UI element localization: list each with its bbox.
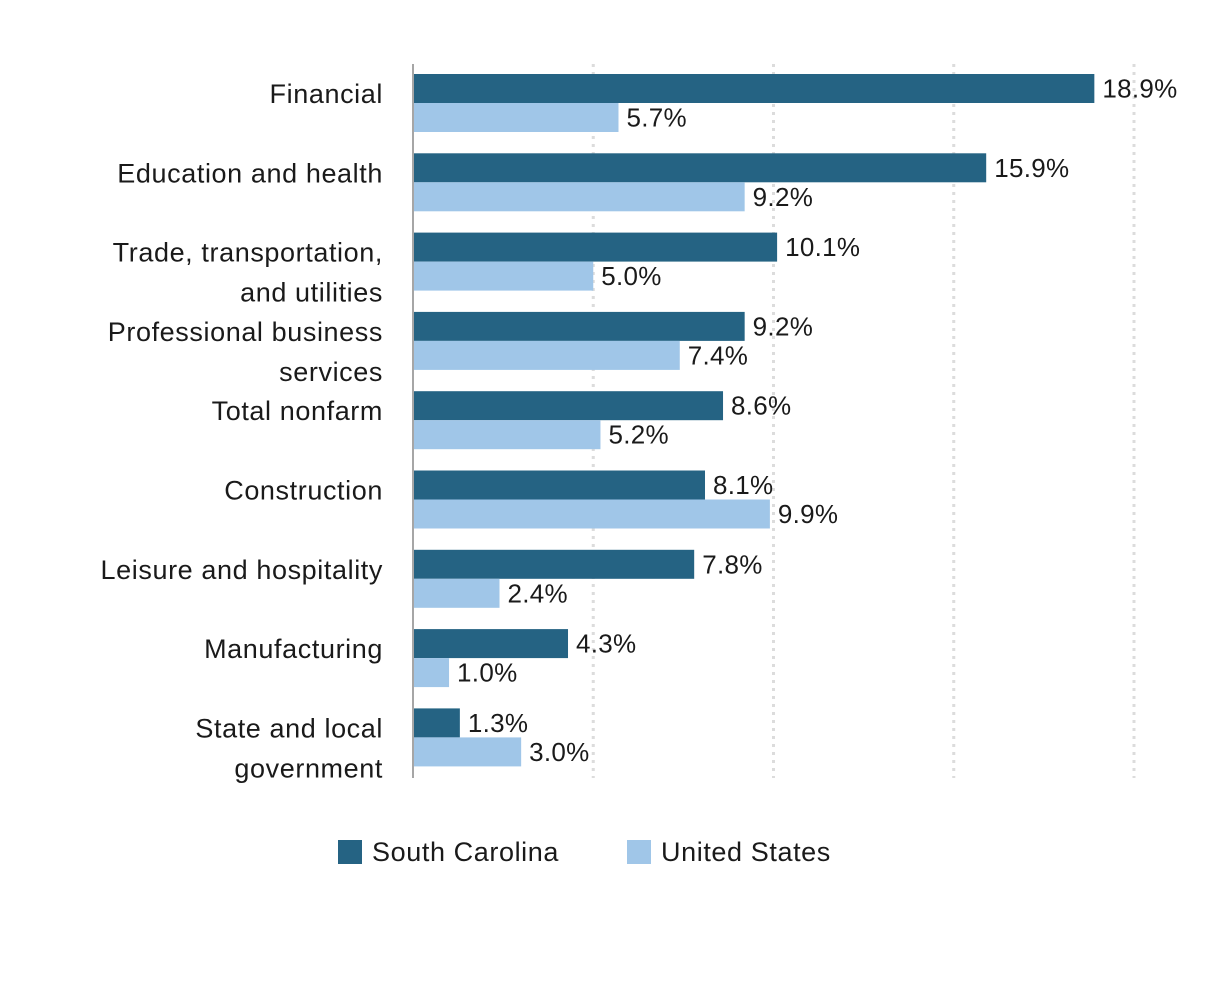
category-label-line: and utilities xyxy=(240,278,383,308)
category-label: State and local government xyxy=(195,713,383,783)
bar-south-carolina xyxy=(414,549,695,579)
bar-south-carolina xyxy=(414,232,778,262)
value-label: 3.0% xyxy=(529,737,589,767)
category-label: Professional business services xyxy=(108,317,383,387)
category-label: Construction xyxy=(224,476,383,506)
value-label: 8.1% xyxy=(713,470,773,500)
value-label: 1.0% xyxy=(457,658,517,688)
category-label-line: State and local xyxy=(195,713,383,743)
value-label: 8.6% xyxy=(731,391,791,421)
category-label-line: services xyxy=(279,357,383,387)
value-labels: 18.9%5.7%15.9%9.2%10.1%5.0%9.2%7.4%8.6%5… xyxy=(457,74,1177,767)
value-label: 5.7% xyxy=(626,103,686,133)
value-label: 15.9% xyxy=(994,153,1069,183)
bar-united-states xyxy=(414,420,601,450)
bar-south-carolina xyxy=(414,708,460,738)
bar-south-carolina xyxy=(414,153,987,183)
bar-united-states xyxy=(414,340,680,370)
value-label: 2.4% xyxy=(508,578,568,608)
bar-united-states xyxy=(414,103,619,132)
bar-united-states xyxy=(414,499,770,529)
legend: South Carolina United States xyxy=(338,837,831,867)
category-label-line: Total nonfarm xyxy=(212,396,383,426)
category-label: Total nonfarm xyxy=(212,396,383,426)
value-label: 9.2% xyxy=(753,182,813,212)
category-label-line: Leisure and hospitality xyxy=(101,555,383,585)
category-label-line: Construction xyxy=(224,476,383,506)
legend-swatch xyxy=(338,840,362,864)
value-label: 5.2% xyxy=(608,420,668,450)
bar-south-carolina xyxy=(414,470,706,500)
category-label-line: Professional business xyxy=(108,317,383,347)
bar-united-states xyxy=(414,578,500,608)
value-label: 18.9% xyxy=(1102,74,1177,104)
bar-united-states xyxy=(414,737,522,767)
legend-label: United States xyxy=(661,837,831,867)
category-labels: Financial Education and health Trade, tran… xyxy=(101,79,383,783)
bar-united-states xyxy=(414,658,450,688)
value-label: 7.4% xyxy=(688,340,748,370)
legend-swatch xyxy=(627,840,651,864)
category-label: Education and health xyxy=(117,158,383,188)
bar-south-carolina xyxy=(414,311,745,341)
category-label-line: government xyxy=(234,753,383,783)
bar-united-states xyxy=(414,261,594,291)
value-label: 9.9% xyxy=(778,499,838,529)
value-label: 4.3% xyxy=(576,629,636,659)
bar-south-carolina xyxy=(414,391,724,421)
bar-south-carolina xyxy=(414,629,569,659)
value-label: 5.0% xyxy=(601,261,661,291)
category-label: Financial xyxy=(270,79,383,109)
gridlines xyxy=(591,64,1136,778)
category-label-line: Financial xyxy=(270,79,383,109)
legend-label: South Carolina xyxy=(372,837,559,867)
value-label: 10.1% xyxy=(785,232,860,262)
category-label: Leisure and hospitality xyxy=(101,555,383,585)
bar-south-carolina xyxy=(414,74,1095,103)
category-label: Trade, transportation, and utilities xyxy=(113,238,383,308)
value-label: 7.8% xyxy=(702,549,762,579)
category-label: Manufacturing xyxy=(204,634,383,664)
value-label: 1.3% xyxy=(468,708,528,738)
value-label: 9.2% xyxy=(753,311,813,341)
bars xyxy=(414,74,1095,767)
category-label-line: Manufacturing xyxy=(204,634,383,664)
category-label-line: Education and health xyxy=(117,158,383,188)
bar-united-states xyxy=(414,182,745,212)
category-label-line: Trade, transportation, xyxy=(113,238,383,268)
